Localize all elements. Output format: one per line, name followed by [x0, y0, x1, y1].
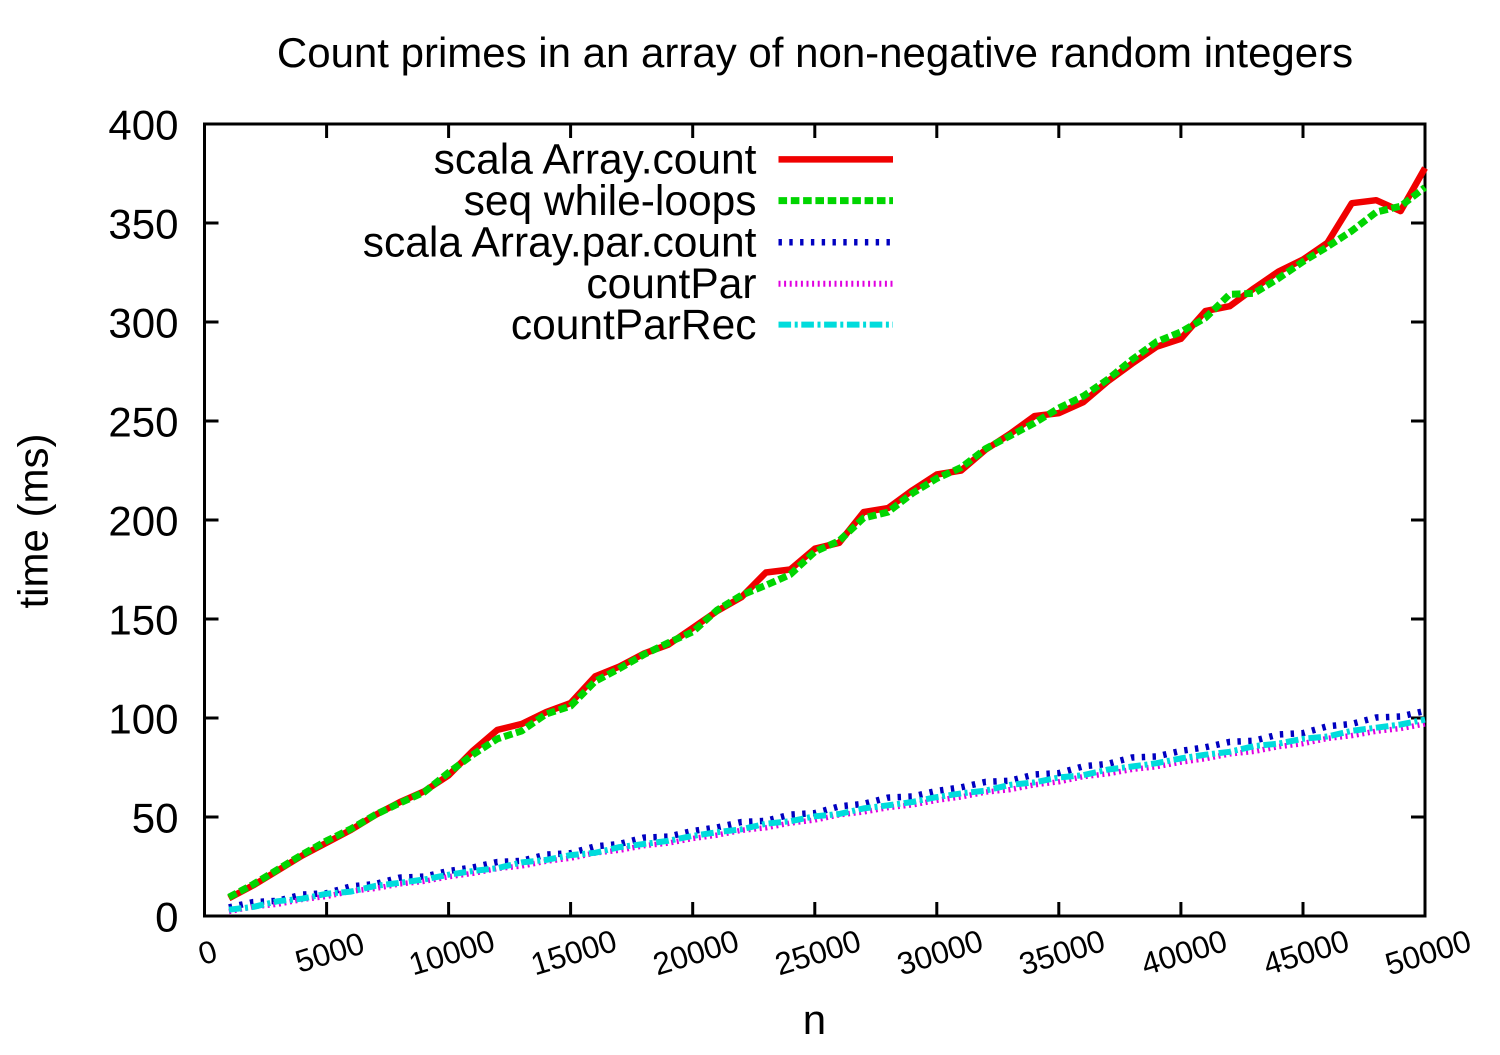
svg-text:scala Array.count: scala Array.count [434, 137, 757, 184]
svg-text:50: 50 [132, 794, 179, 841]
svg-text:45000: 45000 [1259, 922, 1353, 982]
svg-text:scala Array.par.count: scala Array.par.count [363, 219, 757, 266]
svg-text:100: 100 [108, 695, 178, 742]
svg-text:200: 200 [108, 497, 178, 544]
svg-text:150: 150 [108, 596, 178, 643]
svg-text:400: 400 [108, 101, 178, 148]
svg-text:Count primes in an array of no: Count primes in an array of non-negative… [277, 29, 1353, 76]
svg-text:15000: 15000 [527, 922, 621, 982]
svg-text:300: 300 [108, 299, 178, 346]
svg-text:n: n [803, 996, 826, 1043]
svg-text:25000: 25000 [771, 922, 865, 982]
svg-text:time (ms): time (ms) [9, 434, 56, 609]
svg-text:35000: 35000 [1015, 922, 1109, 982]
svg-text:20000: 20000 [649, 922, 743, 982]
svg-text:countPar: countPar [586, 261, 756, 308]
svg-text:seq while-loops: seq while-loops [464, 178, 757, 225]
svg-text:0: 0 [155, 893, 178, 940]
svg-text:5000: 5000 [291, 925, 369, 980]
svg-text:350: 350 [108, 200, 178, 247]
svg-text:countParRec: countParRec [511, 302, 757, 349]
svg-text:250: 250 [108, 398, 178, 445]
svg-text:40000: 40000 [1137, 922, 1231, 982]
svg-text:30000: 30000 [893, 922, 987, 982]
svg-text:10000: 10000 [405, 922, 499, 982]
svg-text:0: 0 [194, 933, 221, 973]
svg-text:50000: 50000 [1381, 922, 1475, 982]
